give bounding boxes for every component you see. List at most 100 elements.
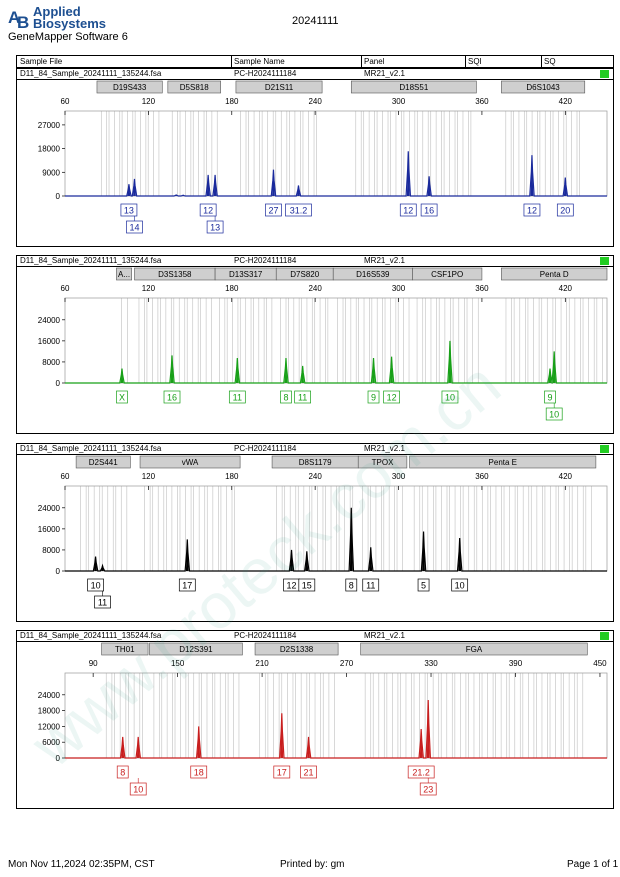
allele-box [367,390,380,404]
sq-status-indicator [600,257,609,265]
x-tick-label: 450 [593,659,607,668]
peak [426,700,430,758]
peak [427,176,431,196]
allele-box [345,578,358,592]
x-tick-label: 60 [61,284,70,293]
allele-box [383,390,400,404]
allele-box [451,578,469,592]
allele-box [441,390,459,404]
peak [419,729,423,758]
allele-label: 20 [560,206,570,216]
peak [284,357,288,383]
allele-label: 31.2 [290,206,308,216]
sq-status-indicator [600,632,609,640]
allele-box [178,578,196,592]
column-panel: Panel [364,57,385,66]
marker-label: vWA [182,458,199,467]
marker-label: D6S1043 [526,83,560,92]
panel-title-row: D11_84_Sample_20241111_135244.fsa PC-H20… [17,444,613,455]
applied-biosystems-logo: A B [8,8,29,32]
peak [290,549,293,571]
allele-label: 15 [302,581,312,591]
electropherogram-panel-blue: D11_84_Sample_20241111_135244.fsa PC-H20… [16,68,614,247]
x-tick-label: 360 [475,472,489,481]
allele-box [120,203,138,217]
plot-area [64,672,608,759]
software-name: GeneMapper Software 6 [8,31,128,43]
peak [120,368,124,383]
allele-box [556,203,574,217]
panel-name: MR21_v2.1 [364,631,405,640]
svg-text:B: B [17,13,29,32]
peak [563,177,567,196]
marker-d18s51 [350,80,477,94]
allele-box [265,203,282,217]
x-tick-label: 300 [392,284,406,293]
svg-text:A: A [8,8,20,27]
peak [174,194,178,196]
peak [206,174,210,196]
allele-label: 8 [120,768,125,778]
peak [121,736,125,758]
column-sq: SQ [544,57,556,66]
allele-box [298,578,316,592]
x-tick-label: 360 [475,284,489,293]
marker-label: FGA [466,645,483,654]
panel-title-row: D11_84_Sample_20241111_135244.fsa PC-H20… [17,69,613,80]
allele-label: 12 [527,206,537,216]
marker-label: TPOX [372,458,394,467]
peak [305,551,309,571]
y-tick-label: 6000 [42,738,60,747]
y-tick-label: 24000 [38,316,61,325]
peak [197,726,201,758]
sample-name: PC-H2024111184 [234,256,297,265]
allele-label: 9 [548,393,553,403]
electropherogram-black: D2S441 vWA D8S1179 TPOX Penta E60 120 180 240 30… [38,455,608,609]
y-tick-label: 24000 [38,691,61,700]
page-number: Page 1 of 1 [567,859,619,870]
y-tick-label: 12000 [38,722,61,731]
allele-box [199,203,217,217]
allele-label: 21 [304,768,314,778]
peak [301,365,305,383]
peak [136,736,140,758]
signal-trace [65,151,607,197]
x-tick-label: 180 [225,284,239,293]
peak [94,556,97,571]
y-tick-label: 9000 [42,168,60,177]
sample-file: D11_84_Sample_20241111_135244.fsa [20,631,162,640]
marker-label: Penta E [489,458,517,467]
marker-fga [360,642,588,656]
marker-label: CSF1PO [431,270,463,279]
allele-label: 17 [277,768,287,778]
allele-label: 11 [98,598,107,608]
sample-name: PC-H2024111184 [234,444,297,453]
x-tick-label: 420 [559,284,573,293]
y-tick-label: 0 [56,567,61,576]
allele-label: 18 [194,768,204,778]
allele-box [300,765,317,779]
allele-label: 11 [298,393,307,403]
peak [133,178,136,196]
allele-box [417,578,430,592]
marker-d19s433 [96,80,163,94]
allele-label: 17 [182,581,192,591]
sample-name: PC-H2024111184 [234,69,297,78]
allele-label: 12 [403,206,413,216]
peak [127,184,131,196]
peak [101,565,104,571]
sample-file: D11_84_Sample_20241111_135244.fsa [20,444,162,453]
y-tick-label: 18000 [38,145,61,154]
column-sqi: SQI [468,57,482,66]
brand-name: Applied Biosystems [33,5,106,30]
panel-name: MR21_v2.1 [364,69,405,78]
marker-pentae [409,455,597,469]
allele-box [280,390,292,404]
x-tick-label: 210 [255,659,269,668]
panel-name: MR21_v2.1 [364,444,405,453]
plot-area [64,110,608,197]
marker-label: D21S11 [265,83,294,92]
marker-tpox [357,455,408,469]
allele-label: 12 [203,206,213,216]
